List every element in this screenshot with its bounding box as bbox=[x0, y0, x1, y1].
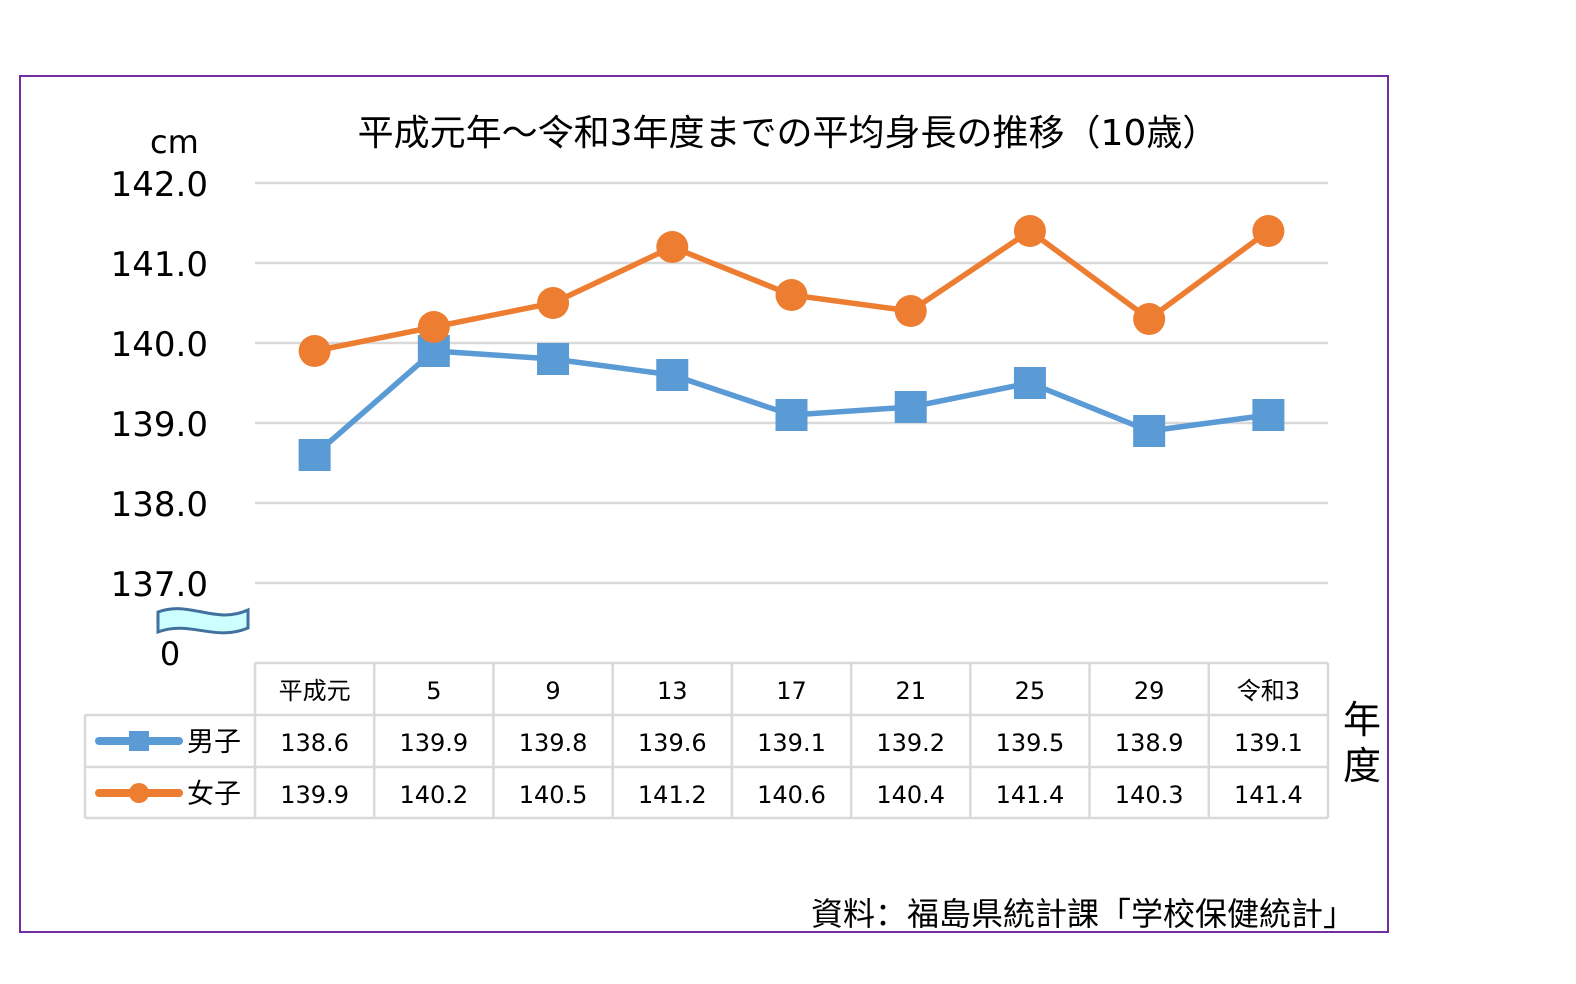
data-point-square bbox=[656, 359, 689, 391]
y-axis-unit: cm bbox=[150, 123, 199, 161]
x-tick-label: 21 bbox=[895, 677, 926, 705]
data-point-circle bbox=[1013, 215, 1046, 247]
x-tick-label: 29 bbox=[1134, 677, 1165, 705]
data-point-circle bbox=[656, 231, 689, 263]
data-point-square bbox=[537, 343, 570, 375]
x-tick-label: 9 bbox=[545, 677, 560, 705]
table-value: 140.4 bbox=[876, 781, 945, 809]
data-point-circle bbox=[894, 295, 927, 327]
table-value: 141.2 bbox=[638, 781, 707, 809]
data-point-circle bbox=[1133, 303, 1166, 335]
source-note: 資料：福島県統計課「学校保健統計」 bbox=[811, 895, 1355, 933]
data-point-square bbox=[1252, 399, 1285, 431]
legend-label: 女子 bbox=[187, 779, 241, 810]
table-value: 139.6 bbox=[638, 729, 707, 757]
chart-frame bbox=[19, 75, 1389, 933]
legend-label: 男子 bbox=[187, 727, 241, 758]
y-tick-label: 137.0 bbox=[111, 565, 208, 605]
table-value: 140.3 bbox=[1115, 781, 1184, 809]
legend-marker-square bbox=[129, 731, 149, 751]
table-value: 141.4 bbox=[1234, 781, 1303, 809]
table-value: 141.4 bbox=[996, 781, 1065, 809]
x-tick-label: 5 bbox=[426, 677, 441, 705]
x-tick-label: 25 bbox=[1015, 677, 1046, 705]
y-tick-label: 141.0 bbox=[111, 245, 208, 285]
data-point-square bbox=[1013, 367, 1046, 399]
table-value: 139.1 bbox=[1234, 729, 1303, 757]
y-tick-label: 138.0 bbox=[111, 485, 208, 525]
x-tick-label: 平成元 bbox=[279, 677, 351, 705]
table-value: 140.2 bbox=[399, 781, 468, 809]
table-value: 139.5 bbox=[996, 729, 1065, 757]
y-tick-label: 142.0 bbox=[111, 165, 208, 205]
data-point-square bbox=[1133, 415, 1166, 447]
table-value: 138.6 bbox=[280, 729, 349, 757]
data-point-square bbox=[894, 391, 927, 423]
data-point-circle bbox=[417, 311, 450, 343]
chart-title: 平成元年～令和3年度までの平均身長の推移（10歳） bbox=[358, 113, 1219, 154]
table-value: 139.9 bbox=[280, 781, 349, 809]
x-tick-label: 17 bbox=[776, 677, 807, 705]
data-point-square bbox=[775, 399, 808, 431]
x-tick-label: 13 bbox=[657, 677, 688, 705]
axis-break-icon bbox=[156, 607, 250, 635]
table-value: 139.1 bbox=[757, 729, 826, 757]
data-point-circle bbox=[298, 335, 331, 367]
table-value: 139.9 bbox=[399, 729, 468, 757]
table-value: 139.2 bbox=[876, 729, 945, 757]
y-tick-label: 139.0 bbox=[111, 405, 208, 445]
data-point-square bbox=[298, 439, 331, 471]
y-tick-label: 140.0 bbox=[111, 325, 208, 365]
table-value: 140.6 bbox=[757, 781, 826, 809]
legend-marker-circle bbox=[129, 783, 149, 803]
table-value: 138.9 bbox=[1115, 729, 1184, 757]
table-value: 139.8 bbox=[519, 729, 588, 757]
data-point-circle bbox=[775, 279, 808, 311]
table-value: 140.5 bbox=[519, 781, 588, 809]
x-tick-label: 令和3 bbox=[1237, 677, 1300, 705]
data-point-circle bbox=[1252, 215, 1285, 247]
data-point-circle bbox=[537, 287, 570, 319]
x-axis-label: 年度 bbox=[1343, 698, 1381, 788]
y-break-label: 0 bbox=[160, 635, 180, 673]
